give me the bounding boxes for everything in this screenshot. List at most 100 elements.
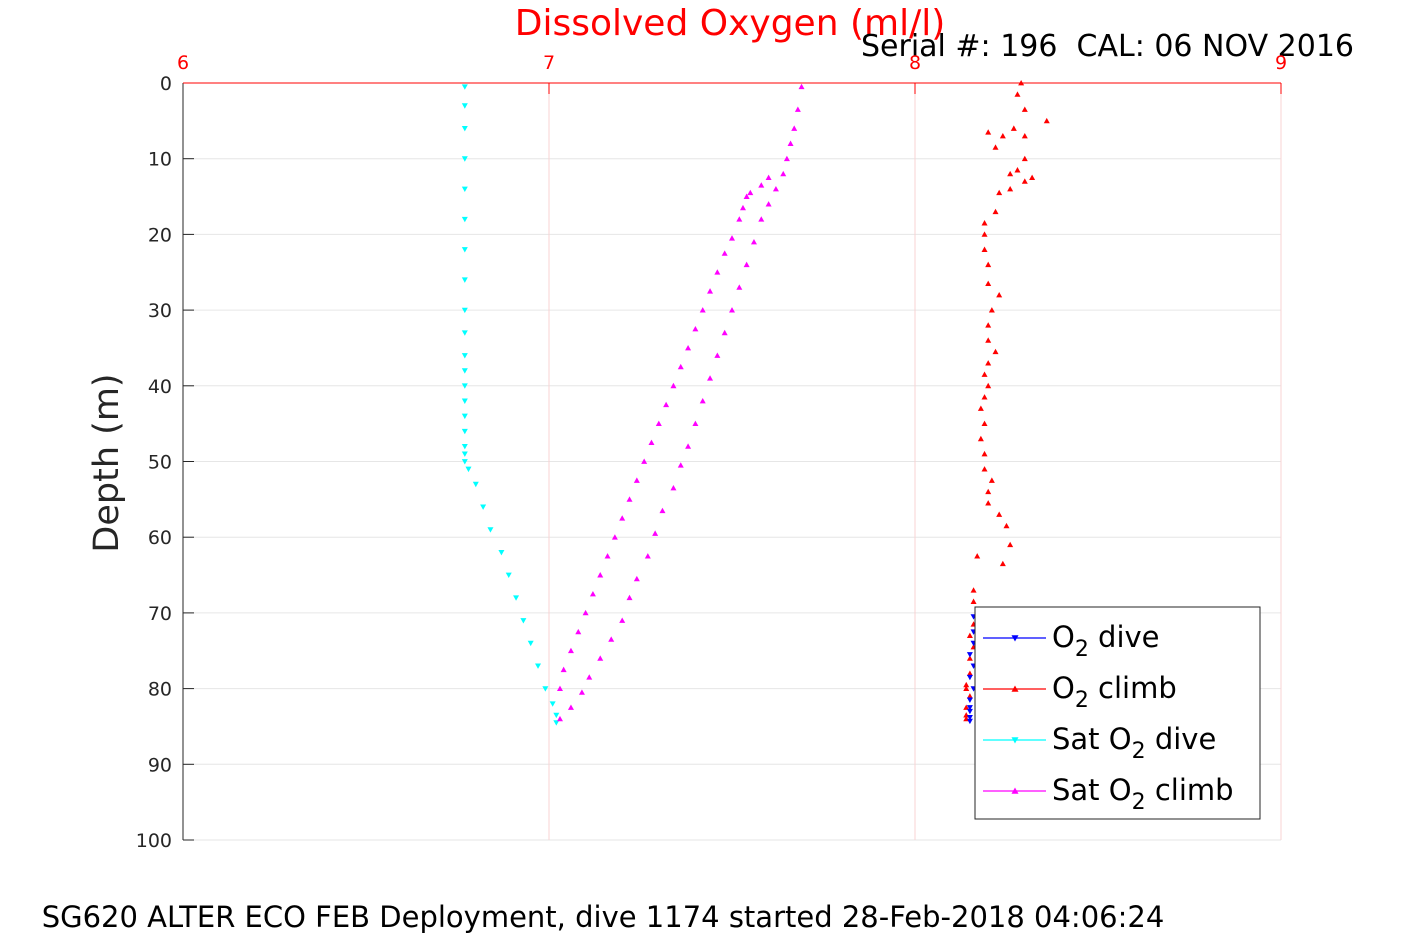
data-point: [981, 231, 988, 237]
data-point: [707, 288, 714, 294]
data-point: [513, 595, 520, 601]
data-point: [992, 348, 999, 355]
data-point: [670, 484, 677, 491]
x-tick-label: 9: [1275, 52, 1287, 74]
data-point: [461, 413, 468, 420]
axes: 0 10 20 30 40 50 60 70 80 90 100 6 7 8 9: [136, 52, 1287, 852]
data-point: [619, 515, 626, 521]
data-point: [505, 572, 512, 579]
data-point: [461, 247, 468, 253]
data-point: [966, 670, 973, 676]
x-tick-label: 6: [177, 52, 189, 74]
y-tick-label: 100: [136, 830, 172, 852]
legend-entry-main: O: [1052, 620, 1075, 654]
data-point: [772, 185, 779, 192]
legend-entry-rest: dive: [1146, 722, 1217, 756]
data-point: [758, 182, 765, 188]
data-point: [996, 511, 1003, 517]
legend-swatch-marker: [1011, 635, 1019, 642]
data-point: [966, 693, 973, 699]
data-point: [985, 337, 992, 343]
data-point: [556, 685, 563, 691]
y-tick-label: 30: [148, 300, 172, 322]
data-point: [791, 125, 798, 131]
data-point: [1007, 185, 1014, 192]
y-tick-label: 20: [148, 224, 172, 246]
data-point: [677, 462, 684, 468]
data-point: [608, 636, 615, 642]
legend-swatch-marker: [1011, 737, 1019, 744]
y-tick-label: 70: [148, 603, 172, 625]
data-point: [794, 106, 801, 112]
data-point: [461, 103, 468, 109]
data-point: [988, 477, 995, 483]
data-point: [985, 322, 992, 328]
data-point: [677, 363, 684, 370]
data-point: [985, 488, 992, 495]
data-point: [758, 216, 765, 222]
data-point: [999, 560, 1006, 567]
data-point: [739, 204, 746, 211]
data-point: [597, 655, 604, 661]
data-point: [461, 459, 468, 465]
y-tick-label: 80: [148, 679, 172, 701]
data-point: [999, 132, 1006, 139]
data-point: [787, 140, 794, 146]
legend-entry-label: Sat O2 climb: [1052, 773, 1234, 815]
data-point: [575, 628, 582, 635]
data-point: [992, 208, 999, 215]
data-point: [461, 443, 468, 450]
data-point: [783, 155, 790, 162]
data-point: [985, 280, 992, 287]
data-point: [750, 238, 757, 245]
data-point: [1021, 132, 1028, 139]
data-point: [996, 189, 1003, 196]
data-point: [663, 401, 670, 408]
data-point: [966, 632, 973, 639]
data-point: [567, 647, 574, 654]
data-point: [648, 439, 655, 445]
data-point: [461, 398, 468, 404]
data-point: [670, 382, 677, 389]
data-point: [707, 375, 714, 381]
data-point: [966, 697, 973, 703]
chart-title: Dissolved Oxygen (ml/l): [515, 3, 946, 44]
data-point: [970, 598, 977, 604]
data-point: [652, 530, 659, 536]
legend-entry-rest: climb: [1089, 671, 1177, 705]
data-point: [721, 329, 728, 336]
data-point: [659, 507, 666, 514]
data-point: [461, 451, 468, 457]
data-point: [1021, 178, 1028, 184]
legend-entry-label: Sat O2 dive: [1052, 722, 1216, 764]
data-point: [988, 307, 995, 313]
serial-calibration-text: Serial #: 196 CAL: 06 NOV 2016: [861, 29, 1354, 64]
data-point: [461, 353, 468, 359]
data-point: [461, 428, 468, 435]
data-point: [699, 307, 706, 313]
x-tick-label: 8: [909, 52, 921, 74]
legend-entry-subscript: 2: [1132, 790, 1146, 815]
data-point: [461, 126, 468, 132]
data-point: [597, 572, 604, 578]
legend-entry-main: O: [1052, 671, 1075, 705]
legend-entry-subscript: 2: [1075, 688, 1089, 713]
legend-entry-main: Sat O: [1052, 722, 1132, 756]
data-point: [977, 405, 984, 411]
data-point: [765, 174, 772, 181]
y-tick-label: 40: [148, 376, 172, 398]
legend-entry-label: O2 climb: [1052, 671, 1177, 713]
data-point: [1014, 167, 1021, 173]
data-point: [472, 481, 479, 488]
y-tick-label: 0: [160, 73, 172, 95]
data-point: [633, 477, 640, 483]
data-point: [461, 307, 468, 314]
data-point: [604, 553, 611, 559]
data-point: [582, 609, 589, 616]
data-point: [655, 420, 662, 427]
data-point: [542, 686, 549, 692]
data-point: [520, 618, 527, 624]
data-point: [981, 371, 988, 377]
